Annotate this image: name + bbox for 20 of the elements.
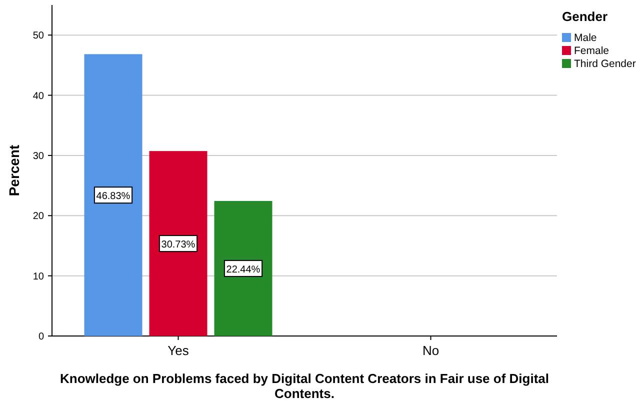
y-tick-label: 50: [32, 30, 44, 42]
legend-label: Female: [574, 45, 610, 57]
y-tick-label: 0: [38, 332, 44, 342]
y-tick-label: 40: [32, 90, 44, 102]
data-label: 22.44%: [226, 264, 260, 276]
bar: [84, 54, 142, 336]
legend-title: Gender: [562, 9, 608, 24]
legend-label: Third Gender: [574, 58, 636, 70]
legend-label: Male: [574, 32, 597, 44]
data-label: 46.83%: [96, 191, 130, 202]
data-label: 30.73%: [161, 240, 196, 251]
bar: [149, 151, 208, 336]
x-tick-label: Yes: [168, 343, 190, 358]
y-tick-label: 30: [32, 150, 44, 162]
y-axis-title: Percent: [6, 144, 22, 196]
x-tick-label: No: [422, 343, 440, 358]
bar: [214, 200, 272, 336]
y-tick-label: 20: [32, 211, 44, 222]
y-tick-label: 10: [32, 271, 44, 282]
x-axis-title: Knowledge on Problems faced by Digital Content Creators in Fair use of Digital Contents.: [60, 371, 550, 401]
